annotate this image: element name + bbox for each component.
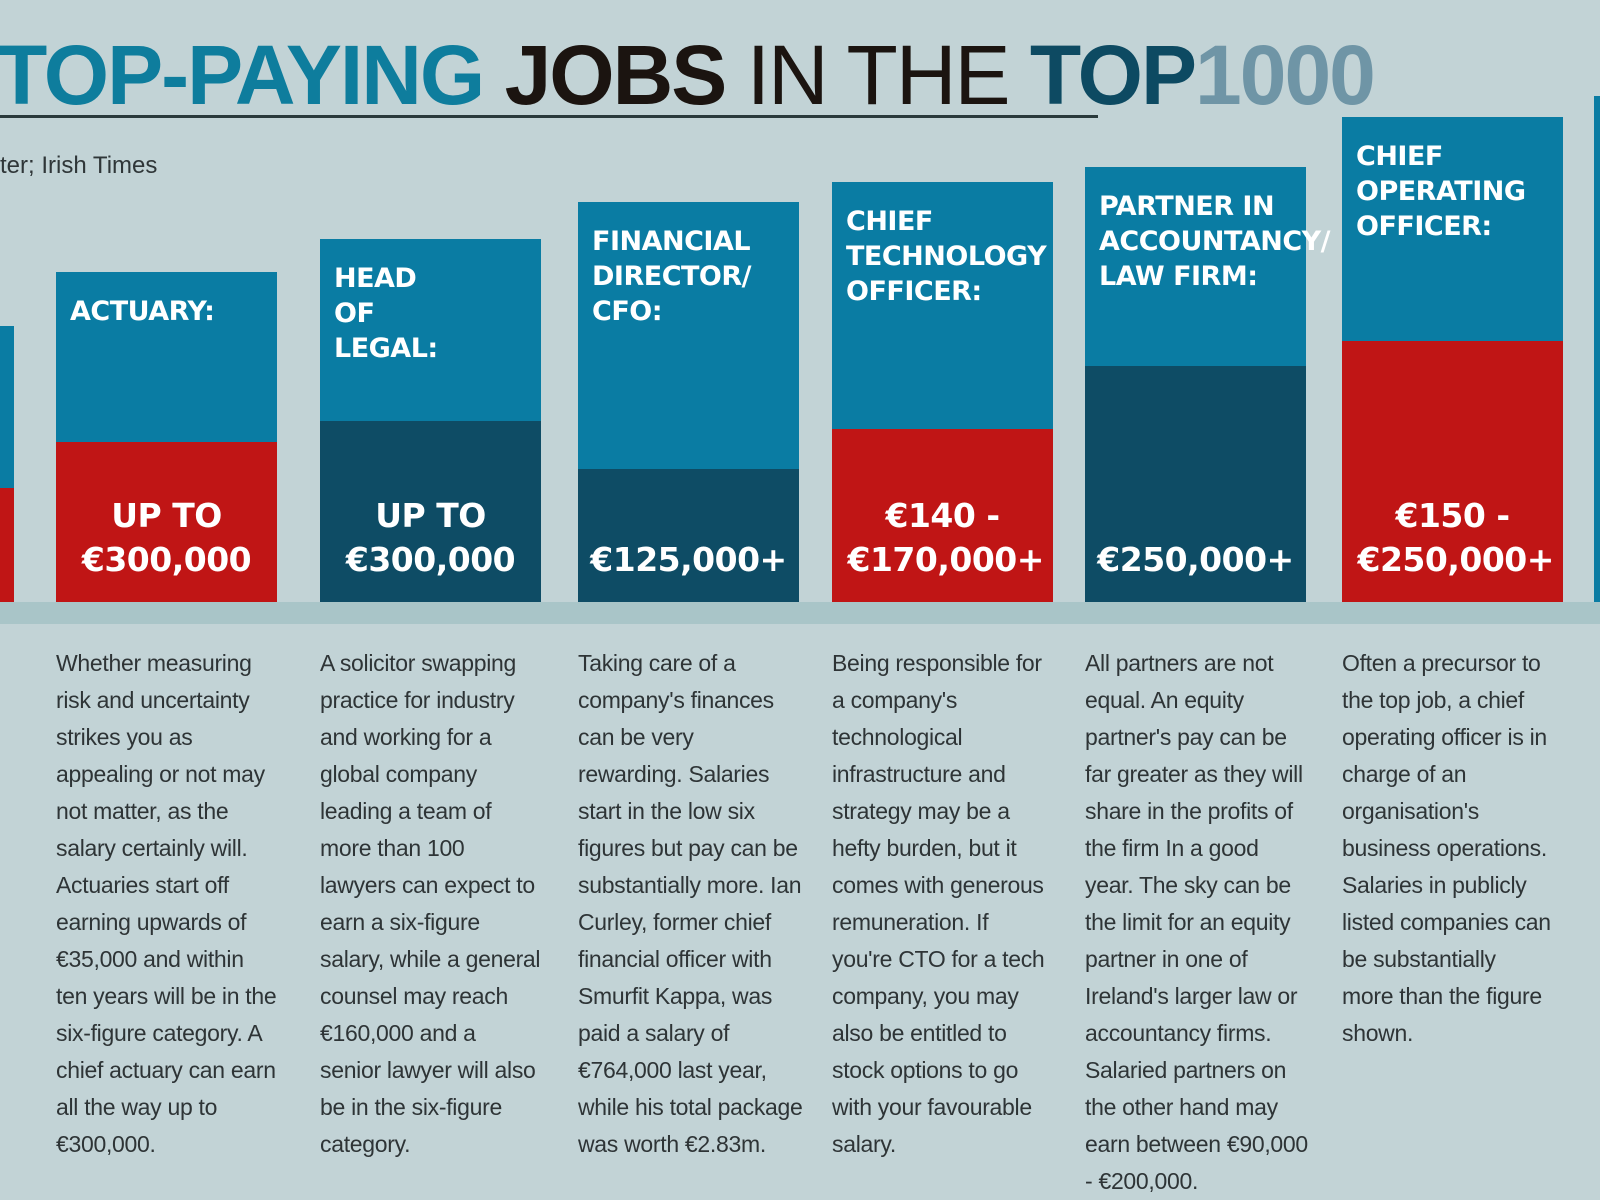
cropped-bar-right xyxy=(1594,96,1600,602)
job-bar-label-panel: CHIEF OPERATING OFFICER: xyxy=(1342,117,1563,341)
salary-panel: €250,000+ xyxy=(1085,366,1306,602)
job-title: CHIEF TECHNOLOGY OFFICER: xyxy=(846,206,1047,307)
job-bar-chief-technology-officer: CHIEF TECHNOLOGY OFFICER: €140 - €170,00… xyxy=(832,182,1053,602)
job-bar-chief-operating-officer: CHIEF OPERATING OFFICER: €150 - €250,000… xyxy=(1342,117,1563,602)
cropped-bar-left-top xyxy=(0,326,14,488)
title-part-in-the: IN THE xyxy=(746,28,1011,122)
salary-panel: €150 - €250,000+ xyxy=(1342,341,1563,602)
job-description-financial-director: Taking care of a company's finances can … xyxy=(578,650,803,1157)
cropped-bar-left-bottom xyxy=(0,488,14,602)
salary-amount: €125,000+ xyxy=(590,540,787,579)
job-description-chief-technology-officer: Being responsible for a company's techno… xyxy=(832,650,1045,1157)
job-description-chief-operating-officer: Often a precursor to the top job, a chie… xyxy=(1342,650,1551,1046)
title-part-1000: 1000 xyxy=(1195,28,1376,122)
job-title: FINANCIAL DIRECTOR/ CFO: xyxy=(592,226,752,327)
job-bar-label-panel: ACTUARY: xyxy=(56,272,277,442)
job-bar-label-panel: FINANCIAL DIRECTOR/ CFO: xyxy=(578,202,799,469)
job-bar-actuary: ACTUARY: UP TO €300,000 xyxy=(56,272,277,602)
job-title: CHIEF OPERATING OFFICER: xyxy=(1356,141,1526,242)
title-part-jobs: JOBS xyxy=(504,28,728,122)
job-bar-partner: PARTNER IN ACCOUNTANCY/ LAW FIRM: €250,0… xyxy=(1085,167,1331,602)
job-bar-label-panel: HEAD OF LEGAL: xyxy=(320,239,541,421)
title-part-top-paying: TOP-PAYING xyxy=(0,28,485,122)
source-credit: ter; Irish Times xyxy=(0,152,158,179)
salary-amount: €250,000+ xyxy=(1097,540,1294,579)
job-title: HEAD OF LEGAL: xyxy=(334,263,438,364)
job-bar-head-of-legal: HEAD OF LEGAL: UP TO €300,000 xyxy=(320,239,541,602)
salary-panel: UP TO €300,000 xyxy=(56,442,277,602)
baseline-strip xyxy=(0,602,1600,624)
salary-panel: €125,000+ xyxy=(578,469,799,602)
title-part-top: TOP xyxy=(1029,28,1197,122)
salary-amount: UP TO €300,000 xyxy=(345,496,516,579)
salary-amount: UP TO €300,000 xyxy=(81,496,252,579)
job-description-actuary: Whether measuring risk and uncertainty s… xyxy=(56,650,277,1157)
cropped-bar-left xyxy=(0,326,14,602)
title-underline xyxy=(0,115,1098,118)
salary-amount: €150 - €250,000+ xyxy=(1357,496,1555,579)
job-title: ACTUARY: xyxy=(70,296,215,327)
job-bar-label-panel: PARTNER IN ACCOUNTANCY/ LAW FIRM: xyxy=(1085,167,1331,366)
salary-amount: €140 - €170,000+ xyxy=(847,496,1045,579)
job-bar-financial-director: FINANCIAL DIRECTOR/ CFO: €125,000+ xyxy=(578,202,799,602)
page-title: TOP-PAYING JOBS IN THE TOP1000 xyxy=(0,20,1376,130)
salary-panel: UP TO €300,000 xyxy=(320,421,541,602)
job-bar-label-panel: CHIEF TECHNOLOGY OFFICER: xyxy=(832,182,1053,429)
job-description-head-of-legal: A solicitor swapping practice for indust… xyxy=(320,650,541,1157)
job-title: PARTNER IN ACCOUNTANCY/ LAW FIRM: xyxy=(1099,191,1331,292)
job-description-partner: All partners are not equal. An equity pa… xyxy=(1085,650,1308,1194)
salary-panel: €140 - €170,000+ xyxy=(832,429,1053,602)
